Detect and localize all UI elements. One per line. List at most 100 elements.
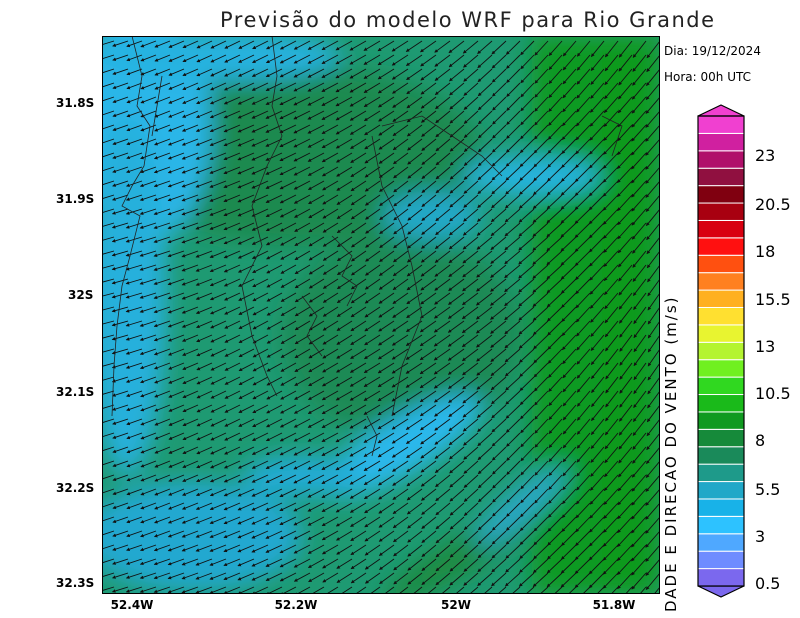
- wind-arrow: [646, 222, 660, 241]
- wind-arrow: [392, 292, 409, 304]
- wind-arrow: [265, 194, 283, 203]
- wind-arrow: [139, 222, 157, 229]
- wind-arrow: [349, 54, 367, 65]
- wind-arrow: [182, 40, 199, 49]
- wind-arrow: [111, 334, 129, 341]
- wind-arrow: [492, 110, 507, 125]
- wind-arrow: [576, 54, 591, 71]
- wind-arrow: [195, 110, 213, 118]
- wind-arrow: [322, 180, 339, 191]
- wind-arrow: [406, 68, 423, 81]
- wind-arrow: [102, 236, 115, 241]
- wind-arrow: [154, 54, 171, 62]
- wind-arrow: [575, 138, 591, 155]
- wind-arrow: [633, 320, 647, 339]
- wind-arrow: [560, 180, 577, 196]
- wind-arrow: [477, 208, 493, 222]
- wind-arrow: [534, 96, 549, 112]
- wind-arrow: [392, 82, 409, 94]
- wind-arrow: [505, 194, 521, 209]
- wind-arrow: [168, 124, 185, 132]
- wind-arrow: [238, 334, 255, 344]
- wind-arrow: [645, 180, 660, 198]
- wind-arrow: [477, 68, 493, 83]
- wind-arrow: [265, 222, 283, 232]
- wind-arrow: [647, 320, 660, 339]
- wind-arrow: [534, 40, 549, 56]
- wind-arrow: [504, 278, 521, 293]
- wind-arrow: [546, 208, 563, 224]
- wind-arrow: [363, 68, 381, 79]
- wind-arrow: [462, 264, 479, 278]
- wind-arrow: [447, 306, 465, 319]
- wind-arrow: [279, 194, 297, 204]
- wind-arrow: [602, 166, 619, 183]
- wind-arrow: [588, 194, 605, 211]
- wind-arrow: [490, 250, 507, 264]
- wind-arrow: [406, 82, 423, 95]
- wind-arrow: [604, 54, 619, 72]
- wind-arrow: [111, 264, 129, 271]
- wind-arrow: [293, 166, 311, 176]
- wind-arrow: [589, 124, 605, 141]
- wind-arrow: [237, 250, 255, 259]
- wind-arrow: [463, 194, 479, 208]
- wind-arrow: [407, 180, 423, 193]
- wind-arrow: [111, 320, 129, 327]
- wind-arrow: [647, 292, 660, 311]
- wind-arrow: [125, 250, 143, 257]
- colorbar-min-triangle: [697, 585, 745, 598]
- wind-arrow: [504, 264, 521, 279]
- wind-arrow: [336, 166, 353, 177]
- wind-arrow: [548, 110, 563, 126]
- wind-arrow: [209, 250, 227, 258]
- wind-arrow: [126, 68, 143, 76]
- wind-arrow: [477, 138, 493, 153]
- wind-arrow: [167, 180, 185, 188]
- wind-arrow: [209, 278, 227, 287]
- wind-arrow: [195, 292, 213, 300]
- wind-arrow: [167, 334, 185, 342]
- wind-arrow: [125, 320, 143, 327]
- wind-arrow: [548, 40, 563, 57]
- wind-arrow: [590, 68, 605, 85]
- wind-arrow: [102, 152, 115, 159]
- wind-arrow: [547, 152, 563, 168]
- wind-arrow: [617, 180, 633, 198]
- wind-arrow: [619, 320, 633, 338]
- wind-arrow: [420, 40, 437, 53]
- wind-arrow: [322, 208, 339, 219]
- wind-arrow: [223, 82, 241, 91]
- wind-arrow: [102, 278, 115, 283]
- wind-arrow: [251, 236, 269, 245]
- wind-arrow: [449, 208, 465, 222]
- wind-arrow: [265, 152, 283, 161]
- wind-arrow: [560, 236, 577, 252]
- colorbar-label: 8: [755, 431, 766, 450]
- wind-arrow: [238, 278, 255, 287]
- wind-arrow: [519, 180, 535, 195]
- wind-arrow: [476, 264, 493, 278]
- wind-arrow: [406, 96, 423, 109]
- wind-arrow: [463, 96, 479, 110]
- wind-arrow: [435, 208, 451, 222]
- wind-arrow: [546, 292, 563, 308]
- wind-arrow: [491, 194, 507, 209]
- wind-arrow: [153, 334, 171, 342]
- wind-arrow: [223, 264, 241, 273]
- wind-arrow: [181, 236, 199, 244]
- wind-arrow: [574, 250, 591, 267]
- wind-arrow: [112, 54, 129, 61]
- wind-arrow: [406, 124, 423, 137]
- wind-arrow: [463, 208, 479, 222]
- wind-arrow: [111, 292, 129, 299]
- wind-arrow: [209, 180, 227, 188]
- wind-arrow: [392, 306, 409, 318]
- wind-arrow: [618, 82, 633, 100]
- y-tick-label: 32.2S: [56, 481, 95, 495]
- wind-arrow: [112, 138, 129, 145]
- wind-arrow: [265, 124, 283, 133]
- wind-arrow: [209, 222, 227, 230]
- wind-arrow: [519, 166, 535, 181]
- wind-arrow: [251, 222, 269, 231]
